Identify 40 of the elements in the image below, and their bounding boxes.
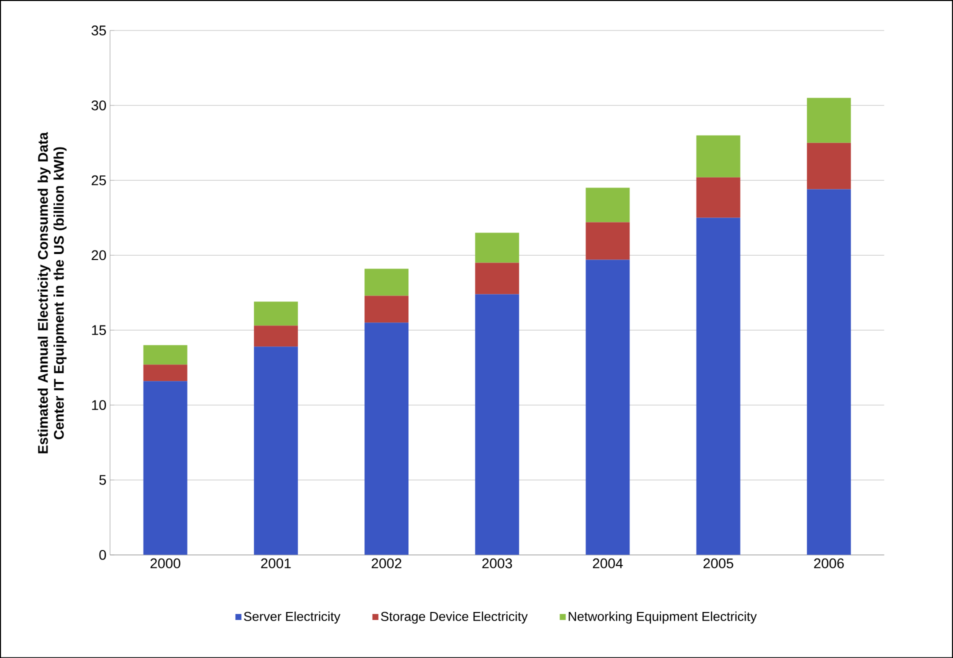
bar [475,262,520,294]
bar [696,177,740,218]
bar [806,98,851,143]
bar [364,322,408,555]
bar [806,142,851,190]
bar [364,296,408,323]
x-tick-label: 2003 [482,558,512,568]
y-tick-label: 30 [92,100,106,110]
bar [254,302,298,326]
bar [696,135,740,178]
bar [143,345,188,364]
y-tick-label: 5 [99,474,106,485]
legend-label: Storage Device Electricity [380,611,528,624]
y-tick-label: 20 [92,250,106,260]
bar [806,189,851,555]
bar [475,232,520,263]
x-tick-label: 2002 [372,558,402,568]
bar [696,218,740,555]
y-tick-label: 15 [92,325,106,335]
y-tick-label: 0 [99,550,106,560]
x-tick-label: 2005 [704,558,734,568]
legend-label: Networking Equipment Electricity [568,611,757,624]
y-axis-title: Estimated Annual Electricity Consumed by Data Center IT Equipment in the US (billion kWh) [38,132,67,454]
bar [475,294,520,555]
x-tick-label: 2004 [592,558,623,568]
bar [254,326,298,346]
bar [586,222,630,260]
x-tick-label: 2000 [150,558,180,568]
bar [586,188,630,222]
x-tick-label: 2001 [261,558,291,568]
y-tick-label: 25 [92,175,106,186]
bar [586,260,630,555]
x-tick-label: 2006 [814,558,844,568]
y-tick-label: 10 [92,400,106,410]
bar [143,364,188,381]
bar [364,268,408,296]
bar [254,346,298,555]
y-tick-label: 35 [92,25,106,36]
legend-label: Server Electricity [244,611,340,624]
bar [143,380,188,555]
